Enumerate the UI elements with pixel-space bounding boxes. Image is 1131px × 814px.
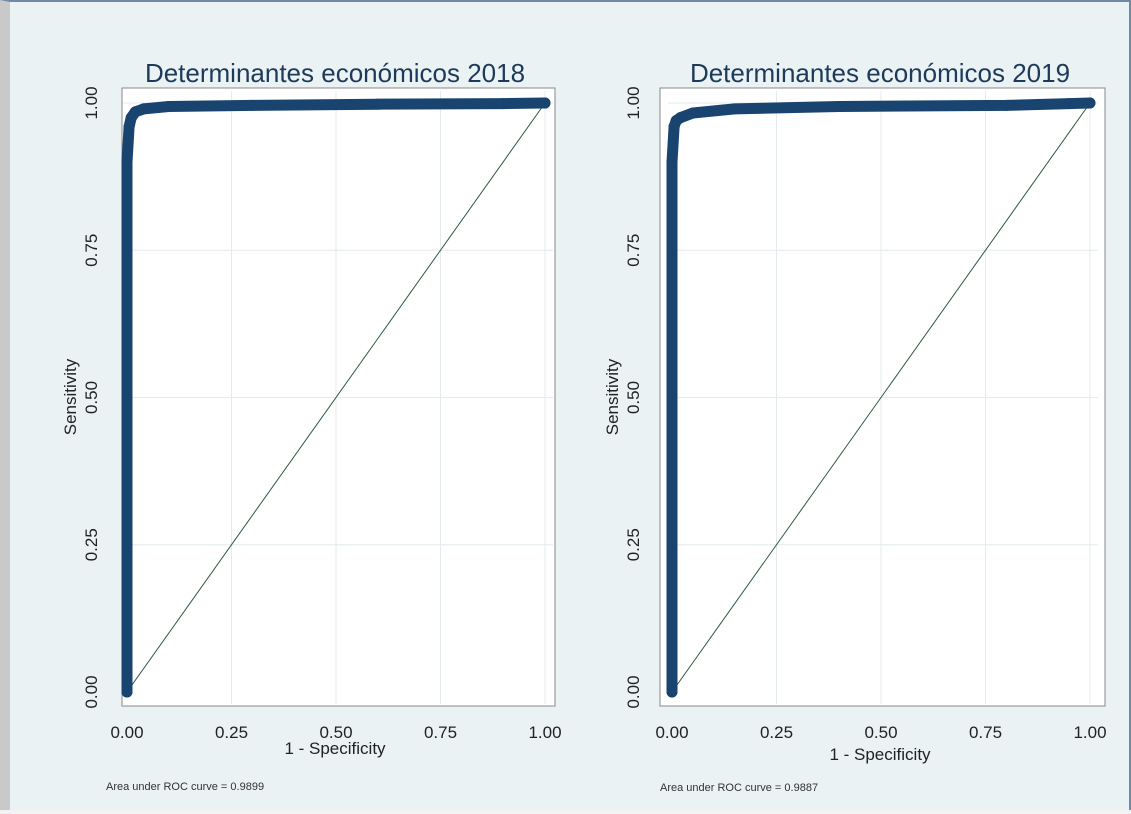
chart-marks bbox=[121, 97, 551, 698]
y-tick-label: 0.50 bbox=[624, 381, 643, 414]
auc-note: Area under ROC curve = 0.9887 bbox=[660, 782, 818, 794]
roc-point bbox=[372, 98, 384, 110]
x-tick-label: 1.00 bbox=[1073, 723, 1106, 742]
y-tick-label: 0.50 bbox=[82, 381, 101, 414]
x-tick-label: 0.25 bbox=[760, 723, 793, 742]
roc-point bbox=[497, 98, 509, 110]
x-tick-label: 0.75 bbox=[424, 723, 457, 742]
y-tick-label: 0.75 bbox=[624, 234, 643, 267]
chart-title: Determinantes económicos 2018 bbox=[145, 58, 525, 88]
auc-note: Area under ROC curve = 0.9899 bbox=[106, 781, 264, 793]
roc-point bbox=[666, 686, 678, 698]
roc-point bbox=[729, 103, 741, 115]
y-tick-label: 0.25 bbox=[82, 528, 101, 561]
chart-title: Determinantes económicos 2019 bbox=[690, 58, 1070, 88]
x-axis-label: 1 - Specificity bbox=[829, 745, 931, 764]
y-tick-label: 0.25 bbox=[624, 528, 643, 561]
tick-labels: 0.00 0.25 0.50 0.75 1.00 0.00 0.25 0.50 0.75 1.00 bbox=[82, 86, 562, 742]
y-tick-label: 1.00 bbox=[624, 86, 643, 119]
chart-panel-2018: 0.00 0.25 0.50 0.75 1.00 0.00 0.25 0.50 0.75 1.00… bbox=[61, 58, 562, 793]
roc-point bbox=[121, 156, 133, 168]
roc-point bbox=[539, 97, 551, 109]
window-bottom-edge bbox=[0, 810, 1131, 814]
chart-panel-2019: 0.00 0.25 0.50 0.75 1.00 0.00 0.25 0.50 0.75 1.00… bbox=[603, 58, 1107, 794]
roc-point bbox=[687, 107, 699, 119]
y-tick-label: 1.00 bbox=[82, 86, 101, 119]
roc-point bbox=[123, 121, 135, 133]
roc-point bbox=[666, 156, 678, 168]
roc-point bbox=[1084, 97, 1096, 109]
tick-labels: 0.00 0.25 0.50 0.75 1.00 0.00 0.25 0.50 0.75 1.00 bbox=[624, 86, 1107, 742]
x-tick-label: 0.00 bbox=[110, 723, 143, 742]
y-axis-label: Sensitivity bbox=[603, 358, 622, 435]
reference-line bbox=[671, 102, 1091, 693]
x-axis-label: 1 - Specificity bbox=[284, 739, 386, 758]
roc-point bbox=[121, 392, 133, 403]
y-tick-label: 0.75 bbox=[82, 234, 101, 267]
roc-point bbox=[163, 101, 175, 113]
y-tick-label: 0.00 bbox=[82, 675, 101, 708]
roc-point bbox=[138, 103, 150, 115]
roc-point bbox=[833, 101, 845, 113]
x-tick-label: 0.00 bbox=[655, 723, 688, 742]
reference-line bbox=[126, 102, 546, 693]
x-tick-label: 1.00 bbox=[528, 723, 561, 742]
roc-curve bbox=[666, 97, 1096, 698]
roc-point bbox=[129, 106, 141, 118]
y-tick-label: 0.00 bbox=[624, 675, 643, 708]
y-axis-label: Sensitivity bbox=[61, 358, 80, 435]
roc-point bbox=[674, 112, 686, 124]
x-tick-label: 0.75 bbox=[969, 723, 1002, 742]
x-tick-label: 0.25 bbox=[215, 723, 248, 742]
roc-point bbox=[1000, 99, 1012, 111]
x-tick-label: 0.50 bbox=[864, 723, 897, 742]
roc-point bbox=[1063, 98, 1075, 110]
x-tick-label: 0.50 bbox=[319, 723, 352, 742]
chart-marks bbox=[666, 97, 1096, 698]
roc-point bbox=[246, 99, 258, 111]
roc-point bbox=[666, 392, 678, 403]
roc-point bbox=[121, 686, 133, 698]
